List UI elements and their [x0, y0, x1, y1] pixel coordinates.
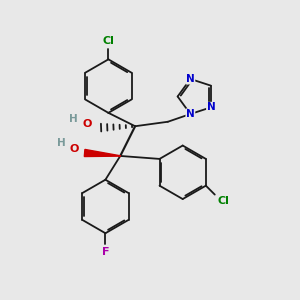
Text: N: N: [207, 102, 215, 112]
Text: H: H: [57, 139, 66, 148]
Text: H: H: [69, 114, 78, 124]
Text: O: O: [82, 119, 92, 129]
Text: F: F: [102, 247, 109, 256]
Polygon shape: [84, 149, 120, 157]
Text: Cl: Cl: [103, 36, 114, 46]
Text: N: N: [186, 74, 195, 84]
Text: N: N: [186, 109, 195, 119]
Text: Cl: Cl: [217, 196, 229, 206]
Text: O: O: [70, 143, 79, 154]
